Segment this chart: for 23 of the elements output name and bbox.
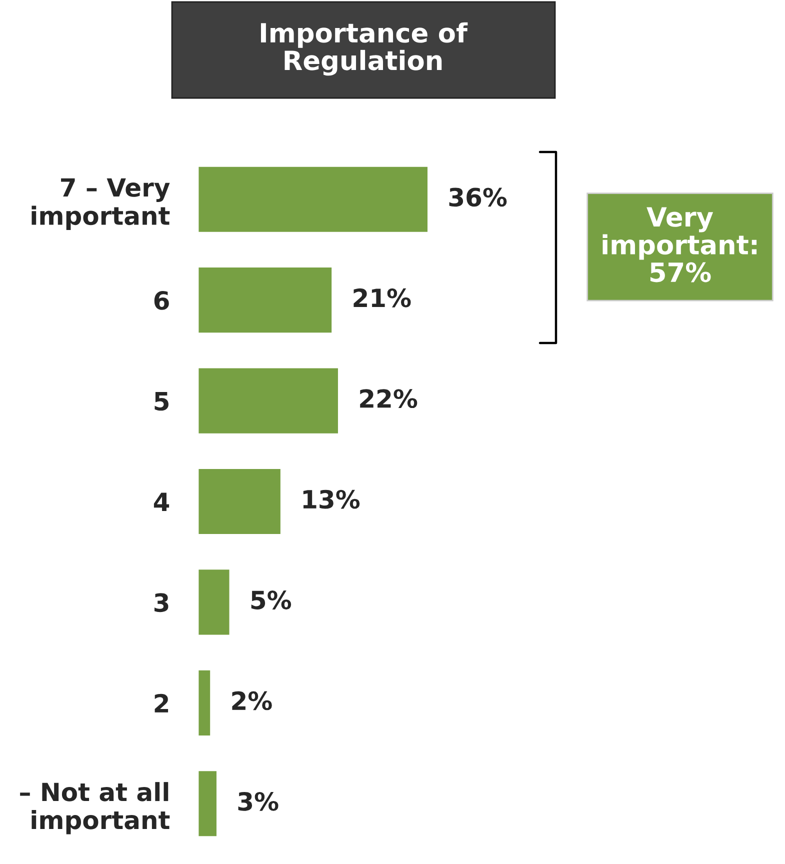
bar bbox=[198, 568, 231, 636]
y-tick-label: 4 bbox=[154, 492, 170, 511]
y-tick-label: 6 bbox=[154, 291, 169, 310]
data-label: 5% bbox=[251, 590, 292, 610]
bar bbox=[198, 468, 282, 536]
data-label: 22% bbox=[360, 389, 418, 408]
bar bbox=[198, 669, 212, 737]
data-label: 13% bbox=[303, 490, 360, 509]
bar bbox=[198, 165, 429, 234]
y-tick-label: 5 bbox=[154, 392, 168, 411]
y-tick-label: – Not at all important bbox=[20, 782, 170, 834]
data-label: 2% bbox=[232, 691, 272, 710]
y-tick-label: 2 bbox=[154, 694, 168, 712]
bar bbox=[198, 770, 218, 838]
data-label: 36% bbox=[449, 188, 507, 207]
bar bbox=[198, 266, 333, 334]
y-tick-label: 3 bbox=[154, 593, 168, 612]
text: Very important: 57% bbox=[602, 207, 757, 282]
data-label: 21% bbox=[354, 288, 411, 308]
y-tick-label: 7 – Very important bbox=[32, 178, 170, 230]
bar bbox=[198, 366, 340, 435]
data-label: 3% bbox=[238, 792, 278, 811]
chart-title: Importance of Regulation bbox=[260, 22, 468, 76]
